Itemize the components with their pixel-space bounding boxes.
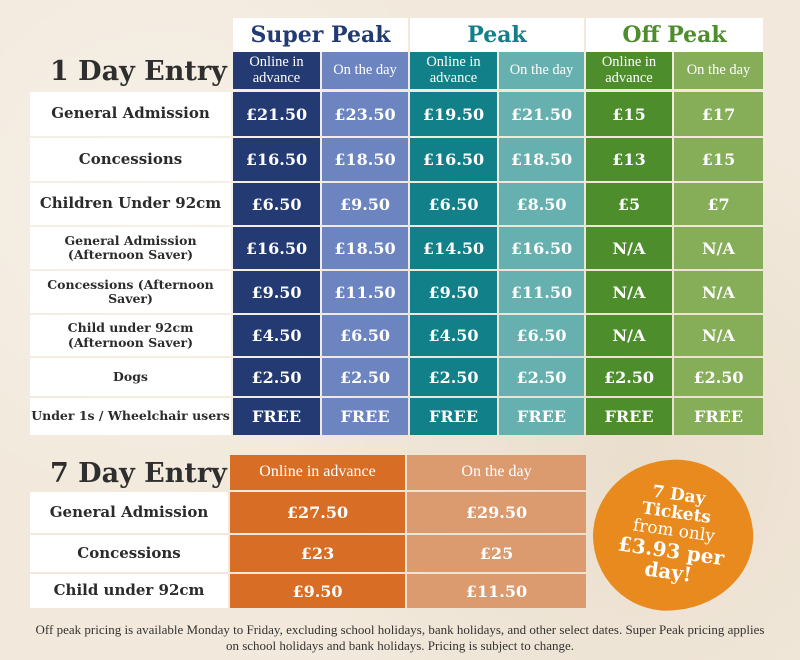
row-label-concessions-afternoon: Concessions (Afternoon Saver) — [30, 271, 231, 313]
price-cell: N/A — [586, 315, 672, 356]
row-label-under-1s-wheelchair: Under 1s / Wheelchair users — [30, 398, 231, 435]
row-label-7day-general-admission: General Admission — [30, 492, 228, 533]
price-cell: £18.50 — [322, 227, 408, 269]
subhead-off-peak-online: Online in advance — [586, 52, 672, 89]
price-cell: £2.50 — [233, 358, 320, 396]
price-cell: £21.50 — [499, 92, 584, 136]
price-cell: £15 — [674, 138, 763, 181]
one-day-entry-title: 1 Day Entry — [50, 56, 227, 87]
price-cell: N/A — [586, 227, 672, 269]
price-cell: £2.50 — [674, 358, 763, 396]
price-cell: £23.50 — [322, 92, 408, 136]
subhead-super-peak-online: Online in advance — [233, 52, 320, 89]
row-label-general-admission-afternoon: General Admission (Afternoon Saver) — [30, 227, 231, 269]
price-cell: £15 — [586, 92, 672, 136]
price-cell: £11.50 — [407, 574, 586, 608]
price-cell: £2.50 — [410, 358, 497, 396]
price-cell: FREE — [233, 398, 320, 435]
price-cell: £9.50 — [410, 271, 497, 313]
group-off-peak: Off Peak — [586, 18, 763, 52]
price-cell: £11.50 — [499, 271, 584, 313]
price-cell: £19.50 — [410, 92, 497, 136]
row-label-7day-concessions: Concessions — [30, 535, 228, 572]
price-cell: £16.50 — [410, 138, 497, 181]
price-cell: N/A — [586, 271, 672, 313]
price-cell: N/A — [674, 227, 763, 269]
price-cell: £18.50 — [499, 138, 584, 181]
price-cell: £6.50 — [233, 183, 320, 225]
subhead-7day-online: Online in advance — [230, 455, 405, 490]
price-cell: £23 — [230, 535, 405, 572]
price-cell: £9.50 — [233, 271, 320, 313]
price-cell: £9.50 — [230, 574, 405, 608]
price-cell: £9.50 — [322, 183, 408, 225]
seven-day-entry-title: 7 Day Entry — [50, 458, 227, 489]
group-super-peak: Super Peak — [233, 18, 408, 52]
price-cell: £13 — [586, 138, 672, 181]
price-cell: £4.50 — [410, 315, 497, 356]
subhead-7day-on-the-day: On the day — [407, 455, 586, 490]
price-cell: £6.50 — [322, 315, 408, 356]
row-label-children-under-92cm: Children Under 92cm — [30, 183, 231, 225]
subhead-super-peak-day: On the day — [322, 52, 408, 89]
seven-day-promo-badge: 7 Day Tickets from only £3.93 per day! — [585, 452, 761, 618]
row-label-dogs: Dogs — [30, 358, 231, 396]
price-cell: £14.50 — [410, 227, 497, 269]
price-cell: £29.50 — [407, 492, 586, 533]
subhead-peak-day: On the day — [499, 52, 584, 89]
price-cell: FREE — [410, 398, 497, 435]
price-cell: FREE — [322, 398, 408, 435]
price-cell: N/A — [674, 315, 763, 356]
price-cell: £2.50 — [322, 358, 408, 396]
price-cell: £7 — [674, 183, 763, 225]
row-label-7day-child-under-92cm: Child under 92cm — [30, 574, 228, 608]
pricing-footnote: Off peak pricing is available Monday to … — [35, 622, 765, 653]
price-cell: £27.50 — [230, 492, 405, 533]
price-cell: £6.50 — [410, 183, 497, 225]
price-cell: FREE — [499, 398, 584, 435]
price-cell: £25 — [407, 535, 586, 572]
group-peak: Peak — [410, 18, 584, 52]
price-cell: N/A — [674, 271, 763, 313]
subhead-off-peak-day: On the day — [674, 52, 763, 89]
price-cell: £5 — [586, 183, 672, 225]
subhead-peak-online: Online in advance — [410, 52, 497, 89]
price-cell: £2.50 — [499, 358, 584, 396]
row-label-concessions: Concessions — [30, 138, 231, 181]
price-cell: £16.50 — [233, 138, 320, 181]
price-cell: FREE — [674, 398, 763, 435]
price-cell: £17 — [674, 92, 763, 136]
price-cell: £6.50 — [499, 315, 584, 356]
price-cell: £16.50 — [499, 227, 584, 269]
row-label-general-admission: General Admission — [30, 92, 231, 136]
price-cell: £18.50 — [322, 138, 408, 181]
price-cell: £4.50 — [233, 315, 320, 356]
price-cell: £16.50 — [233, 227, 320, 269]
price-cell: £21.50 — [233, 92, 320, 136]
row-label-child-under-92cm-afternoon: Child under 92cm (Afternoon Saver) — [30, 315, 231, 356]
price-cell: £2.50 — [586, 358, 672, 396]
price-cell: FREE — [586, 398, 672, 435]
price-cell: £11.50 — [322, 271, 408, 313]
price-cell: £8.50 — [499, 183, 584, 225]
